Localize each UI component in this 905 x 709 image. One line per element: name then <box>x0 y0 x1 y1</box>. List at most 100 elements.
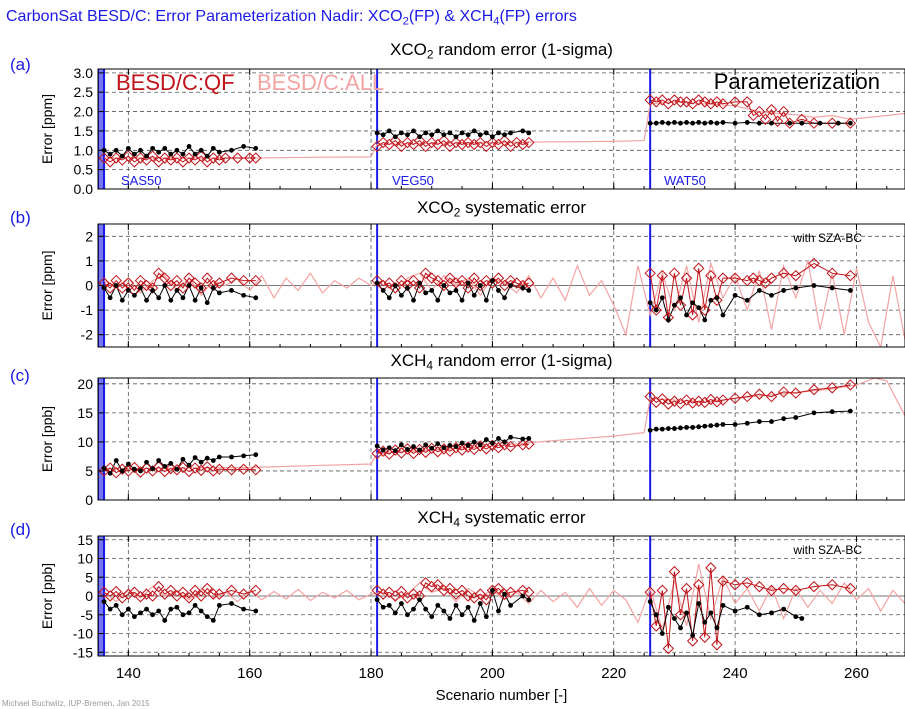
qf-diamond-point <box>134 152 147 164</box>
param-dot-point <box>684 424 689 430</box>
qf-diamond-point <box>705 562 717 574</box>
qf-diamond-point <box>474 136 486 149</box>
panel-a: 0.0 0.5 1.0 1.5 2.0 2.5 3.0 Error [ppm] BESD/C:Q… <box>39 65 905 197</box>
region-label: WAT50 <box>664 173 706 188</box>
qf-diamond-point <box>462 590 474 602</box>
qf-diamond-point <box>456 138 468 151</box>
param-dot-point <box>508 602 514 608</box>
qf-diamond-point <box>134 591 147 603</box>
param-dot-point <box>520 436 526 442</box>
series-line-param <box>650 121 851 124</box>
param-dot-point <box>204 153 210 159</box>
qf-diamond-point <box>765 272 778 284</box>
qf-diamond-point <box>765 103 778 116</box>
series-line-all <box>103 563 905 633</box>
param-dot-point <box>744 604 750 610</box>
param-dot-point <box>471 439 477 445</box>
param-dot-point <box>665 120 671 126</box>
param-dot-point <box>702 423 708 429</box>
param-dot-point <box>811 410 817 416</box>
param-dot-point <box>441 608 447 614</box>
qf-diamond-point <box>462 136 474 149</box>
qf-diamond-point <box>741 96 753 108</box>
param-dot-point <box>192 151 198 157</box>
param-dot-point <box>132 466 137 472</box>
param-dot-point <box>720 120 726 125</box>
param-dot-point <box>132 614 137 620</box>
qf-diamond-point <box>237 274 250 287</box>
qf-diamond-point <box>650 304 662 316</box>
qf-diamond-point <box>468 138 480 151</box>
param-dot-point <box>678 625 683 631</box>
param-dot-point <box>210 145 216 151</box>
param-dot-point <box>411 297 416 303</box>
qf-diamond-point <box>753 388 766 400</box>
qf-diamond-point <box>790 584 802 597</box>
qf-diamond-point <box>413 443 426 456</box>
y-axis-label: Error [ppb] <box>39 406 55 472</box>
param-dot-point <box>125 145 131 151</box>
param-dot-point <box>732 120 738 126</box>
qf-diamond-point <box>486 277 499 289</box>
panel-d: -15 -10 -5 0 5 10 15 Error [ppb] with SZA-BC 140 1… <box>39 532 905 704</box>
qf-diamond-point <box>729 272 741 284</box>
param-dot-point <box>799 616 805 621</box>
param-dot-point <box>144 153 149 159</box>
qf-diamond-point <box>389 282 402 294</box>
qf-diamond-point <box>213 588 226 600</box>
param-dot-point <box>769 419 774 424</box>
param-dot-point <box>386 128 392 134</box>
param-dot-point <box>186 462 192 468</box>
param-dot-point <box>665 317 671 323</box>
x-tick-label: 140 <box>116 665 141 682</box>
qf-diamond-point <box>759 277 772 289</box>
qf-diamond-point <box>159 152 171 164</box>
param-dot-point <box>113 147 119 153</box>
param-dot-point <box>769 292 774 298</box>
qf-diamond-point <box>377 588 389 600</box>
param-dot-point <box>799 120 805 126</box>
param-dot-point <box>253 452 259 458</box>
qf-diamond-point <box>237 588 250 600</box>
qf-diamond-point <box>225 272 238 284</box>
param-dot-point <box>423 442 429 448</box>
y-tick-label: 10 <box>77 434 93 450</box>
param-dot-point <box>787 120 793 126</box>
qf-diamond-point <box>171 464 183 476</box>
param-dot-point <box>386 295 392 301</box>
qf-diamond-point <box>656 269 669 282</box>
qf-diamond-point <box>699 396 711 409</box>
qf-diamond-point <box>711 96 723 108</box>
param-dot-point <box>168 297 174 303</box>
param-dot-point <box>496 436 501 441</box>
qf-diamond-point <box>426 442 438 455</box>
param-dot-point <box>653 120 659 126</box>
param-dot-point <box>508 434 514 440</box>
qf-diamond-point <box>426 580 438 593</box>
qf-diamond-point <box>486 136 499 149</box>
qf-diamond-point <box>413 282 426 294</box>
y-axis-label: Error [ppb] <box>39 563 55 629</box>
param-dot-point <box>732 608 738 614</box>
qf-diamond-point <box>104 282 116 294</box>
param-dot-point <box>107 295 113 301</box>
region-label: VEG50 <box>392 173 434 188</box>
panel-title: XCO2 random error (1-sigma) <box>390 40 613 62</box>
param-dot-point <box>192 455 198 460</box>
qf-diamond-point <box>462 282 474 294</box>
x-axis-label: Scenario number [-] <box>436 687 568 704</box>
param-dot-point <box>708 610 714 616</box>
qf-diamond-point <box>250 152 262 164</box>
param-dot-point <box>174 147 180 153</box>
qf-diamond-point <box>808 580 820 593</box>
qf-diamond-point <box>207 465 219 477</box>
qf-diamond-point <box>826 382 838 394</box>
qf-diamond-point <box>195 590 207 602</box>
param-dot-point <box>483 614 489 620</box>
x-tick-label: 180 <box>359 665 384 682</box>
qf-diamond-point <box>686 309 699 321</box>
param-dot-point <box>174 466 180 472</box>
qf-diamond-point <box>152 580 165 593</box>
param-dot-point <box>241 606 247 612</box>
param-dot-point <box>684 610 689 616</box>
